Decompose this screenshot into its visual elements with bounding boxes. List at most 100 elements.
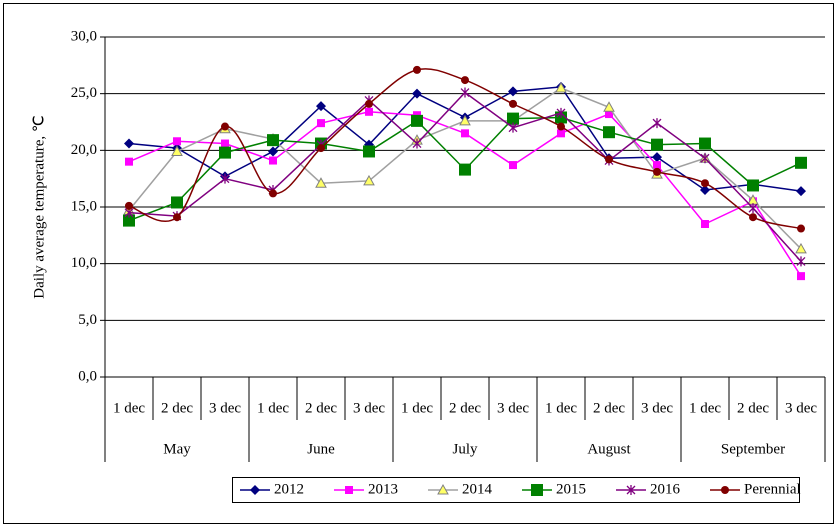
x-tick-label: 1 dec	[401, 400, 433, 416]
marker	[701, 179, 709, 188]
x-tick-label: 2 dec	[161, 400, 193, 416]
marker	[796, 186, 806, 197]
marker	[317, 119, 325, 128]
marker	[603, 126, 615, 139]
legend-label: 2016	[650, 481, 681, 497]
marker	[749, 213, 757, 222]
marker	[250, 485, 260, 495]
marker	[125, 157, 133, 166]
x-tick-label: 1 dec	[545, 400, 577, 416]
marker	[365, 107, 373, 116]
marker	[267, 134, 279, 147]
marker	[701, 220, 709, 228]
y-tick-label: 20,0	[71, 142, 97, 158]
marker	[124, 138, 134, 149]
marker	[173, 137, 181, 146]
marker	[605, 155, 613, 164]
marker	[557, 129, 565, 138]
marker	[413, 65, 421, 74]
marker	[605, 110, 613, 119]
marker	[509, 99, 517, 108]
marker	[317, 144, 325, 153]
marker	[700, 185, 710, 195]
month-label: July	[452, 441, 478, 457]
y-tick-label: 5,0	[78, 312, 97, 328]
marker	[652, 118, 662, 129]
legend-label: 2014	[462, 481, 493, 497]
x-tick-label: 2 dec	[449, 400, 481, 416]
marker	[316, 101, 326, 112]
marker	[556, 107, 566, 118]
y-tick-label: 15,0	[71, 198, 97, 214]
marker	[173, 213, 181, 222]
marker	[411, 114, 423, 127]
legend-label: 2012	[274, 481, 304, 497]
y-tick-label: 30,0	[71, 28, 97, 44]
x-tick-label: 2 dec	[737, 400, 769, 416]
marker	[220, 173, 230, 184]
legend-box	[232, 477, 800, 503]
marker	[507, 112, 519, 125]
marker	[508, 122, 518, 133]
legend-label: 2015	[556, 481, 586, 497]
marker	[365, 99, 373, 108]
month-label: September	[721, 441, 785, 457]
y-tick-label: 10,0	[71, 255, 97, 271]
marker	[795, 156, 807, 169]
x-tick-label: 3 dec	[641, 400, 673, 416]
x-tick-label: 2 dec	[305, 400, 337, 416]
y-tick-label: 0,0	[78, 368, 97, 384]
marker	[796, 256, 806, 267]
marker	[363, 145, 375, 158]
legend-label: 2013	[368, 481, 398, 497]
marker	[363, 174, 375, 186]
marker	[269, 156, 277, 165]
x-tick-label: 1 dec	[113, 400, 145, 416]
marker	[721, 486, 729, 494]
marker	[269, 189, 277, 198]
x-tick-label: 3 dec	[209, 400, 241, 416]
marker	[555, 81, 567, 93]
month-label: August	[587, 441, 631, 457]
x-tick-label: 3 dec	[785, 400, 817, 416]
y-tick-label: 25,0	[71, 85, 97, 101]
marker	[651, 138, 663, 151]
marker	[557, 122, 565, 131]
marker	[797, 224, 805, 233]
x-tick-label: 1 dec	[689, 400, 721, 416]
legend-label: Perennial	[744, 481, 801, 497]
month-label: June	[307, 441, 335, 457]
x-tick-label: 3 dec	[353, 400, 385, 416]
marker	[626, 485, 636, 495]
marker	[219, 146, 231, 159]
marker	[268, 146, 278, 157]
marker	[125, 201, 133, 210]
marker	[459, 114, 471, 126]
marker	[653, 161, 661, 170]
marker	[795, 242, 807, 254]
marker	[797, 272, 805, 281]
marker	[315, 177, 327, 188]
marker	[747, 179, 759, 192]
y-axis-label: Daily average temperature, ℃	[31, 115, 47, 298]
marker	[509, 161, 517, 170]
marker	[171, 145, 183, 156]
marker	[461, 76, 469, 85]
marker	[603, 101, 615, 112]
month-label: May	[163, 441, 191, 457]
marker	[171, 196, 183, 209]
marker	[123, 214, 135, 227]
marker	[437, 483, 449, 495]
marker	[412, 138, 422, 149]
marker	[412, 88, 422, 99]
x-tick-label: 3 dec	[497, 400, 529, 416]
marker	[652, 152, 662, 163]
x-tick-label: 2 dec	[593, 400, 625, 416]
marker	[221, 122, 229, 131]
marker	[461, 129, 469, 138]
marker	[345, 486, 353, 494]
x-tick-label: 1 dec	[257, 400, 289, 416]
marker	[653, 167, 661, 176]
